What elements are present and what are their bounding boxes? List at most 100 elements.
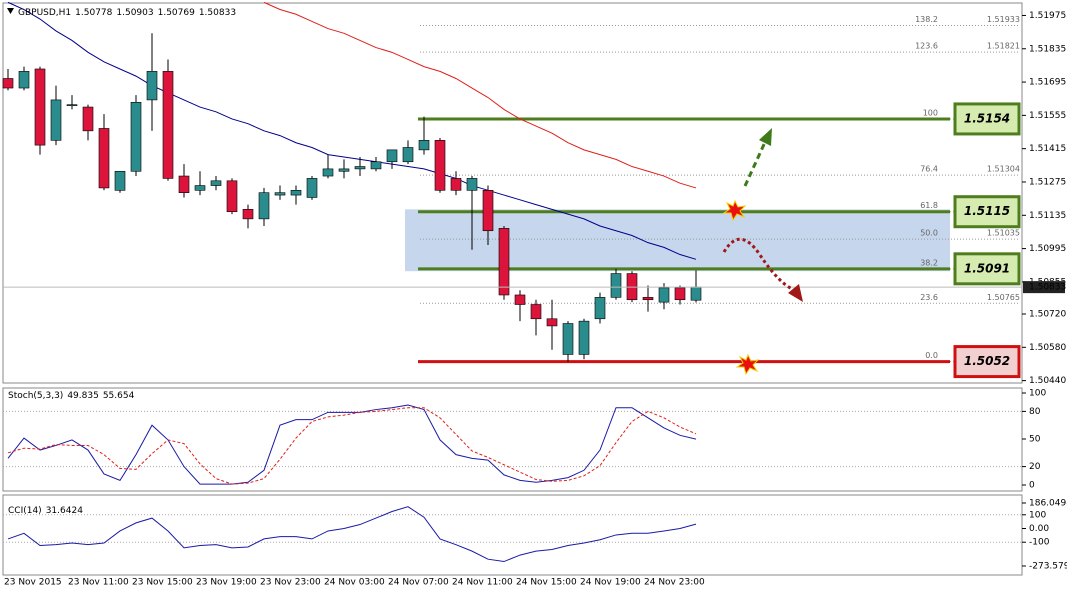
candle-body (114, 170, 126, 191)
y-tick-label: 1.51695 (1029, 78, 1066, 88)
candle-body (434, 140, 446, 191)
candle-body (194, 185, 206, 191)
x-tick-label: 24 Nov 11:00 (452, 578, 513, 588)
x-tick-label: 23 Nov 2015 (4, 578, 62, 588)
candle-body (98, 128, 110, 189)
indicator-title: CCI(14) (8, 506, 42, 516)
candle-body (482, 190, 494, 232)
x-tick-label: 24 Nov 19:00 (580, 578, 641, 588)
candle-body (2, 78, 14, 89)
star-marker (735, 353, 760, 376)
candle-body (242, 209, 254, 220)
candle-body (642, 297, 654, 301)
indicator-title: Stoch(5,3,3) (8, 391, 63, 401)
price-box (953, 345, 1021, 379)
last-price-box (1023, 281, 1065, 294)
x-tick-label: 24 Nov 07:00 (388, 578, 449, 588)
candle-body (546, 318, 558, 327)
y-tick-label: 80 (1029, 407, 1041, 417)
price-box (953, 195, 1021, 229)
forecast-arrows (722, 128, 803, 376)
candle-body (274, 192, 286, 196)
star-marker (722, 199, 747, 222)
fib-ratio: 23.6 (920, 293, 938, 302)
indicator-line (7, 506, 697, 563)
y-tick-label: 1.51415 (1029, 144, 1066, 154)
candle-body (130, 101, 142, 172)
indicator-value: 31.6424 (46, 506, 83, 516)
price-panel (2, 2, 1023, 384)
y-tick-label: 1.50580 (1029, 343, 1066, 353)
cci-panel (2, 494, 1023, 576)
fib-ratio: 61.8 (920, 201, 938, 210)
y-tick-label: 100 (1029, 510, 1046, 520)
up-arrow-head (759, 128, 772, 146)
fib-price: 1.50765 (987, 293, 1020, 302)
y-tick-label: 186.0498 (1029, 499, 1067, 509)
fib-price: 1.51304 (987, 165, 1020, 174)
x-tick-label: 23 Nov 11:00 (68, 578, 129, 588)
y-tick-label: -273.5791 (1029, 562, 1067, 572)
candle-body (690, 286, 702, 301)
y-tick-label: 1.50440 (1029, 376, 1066, 386)
y-tick-label: 1.50995 (1029, 244, 1066, 254)
fib-ratio: 76.4 (920, 165, 938, 174)
chart-header: GBPUSD,H1 1.50778 1.50903 1.50769 1.50833 (18, 8, 236, 18)
fib-price: 1.51933 (987, 15, 1020, 24)
y-tick-label: 50 (1029, 435, 1041, 445)
y-tick-label: 1.51275 (1029, 177, 1066, 187)
price-box-label: 1.5052 (964, 354, 1010, 368)
candle-body (466, 178, 478, 191)
candle-body (34, 68, 46, 146)
candle-body (594, 297, 606, 320)
price-box-label: 1.5091 (964, 261, 1010, 275)
candle-body (498, 228, 510, 296)
candle-body (386, 149, 398, 163)
fib-ratio: 100 (923, 108, 938, 117)
x-tick-label: 24 Nov 23:00 (644, 578, 705, 588)
y-tick-label: 1.51555 (1029, 111, 1066, 121)
y-tick-label: -100 (1029, 538, 1050, 548)
candle-body (322, 168, 334, 177)
candle-body (18, 71, 30, 89)
header-icon (7, 8, 14, 14)
header-value: 1.50778 (75, 8, 112, 18)
down-arrow-head (788, 284, 803, 302)
indicator-line (7, 407, 697, 485)
fib-ratio: 123.6 (915, 42, 938, 51)
x-tick-label: 23 Nov 23:00 (260, 578, 321, 588)
header-value: 1.50903 (116, 8, 153, 18)
price-box (953, 252, 1021, 286)
candle-body (530, 304, 542, 320)
candle-body (354, 166, 366, 170)
fib-price: 1.51035 (987, 229, 1020, 238)
candle-body (226, 180, 238, 213)
indicator-header: CCI(14) 31.6424 (8, 506, 83, 516)
indicator-value: 49.835 (67, 391, 99, 401)
candle-body (338, 168, 350, 172)
indicator-value: 55.654 (103, 391, 135, 401)
candle-body (306, 178, 318, 198)
candle-body (610, 273, 622, 298)
header-value: 1.50833 (199, 8, 236, 18)
indicator-header: Stoch(5,3,3) 49.835 55.654 (8, 391, 135, 401)
y-tick-label: 0.00 (1029, 524, 1049, 534)
x-tick-label: 23 Nov 19:00 (196, 578, 257, 588)
candle-body (178, 175, 190, 193)
price-box (953, 102, 1021, 136)
price-box-label: 1.5115 (964, 204, 1010, 218)
candle-body (258, 192, 270, 220)
candle-body (658, 287, 670, 303)
header-value: GBPUSD,H1 (18, 8, 71, 18)
candle-body (418, 140, 430, 151)
y-tick-label: 1.50720 (1029, 310, 1066, 320)
candle-body (210, 180, 222, 186)
x-tick-label: 24 Nov 03:00 (324, 578, 385, 588)
candle-body (146, 71, 158, 101)
y-tick-label: 1.51975 (1029, 11, 1066, 21)
y-tick-label: 1.51135 (1029, 211, 1066, 221)
x-tick-label: 24 Nov 15:00 (516, 578, 577, 588)
y-tick-label: 1.51835 (1029, 44, 1066, 54)
candle-body (450, 178, 462, 191)
